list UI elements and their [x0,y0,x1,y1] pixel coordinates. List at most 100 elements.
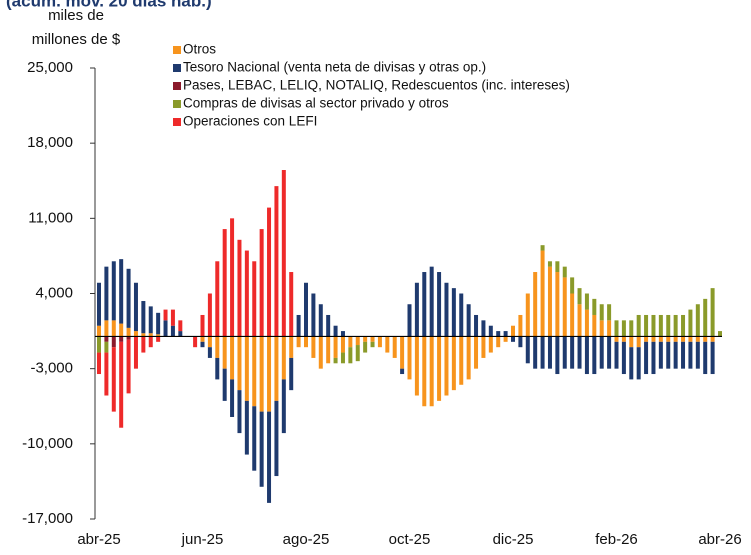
legend-label: Pases, LEBAC, LELIQ, NOTALIQ, Redescuent… [183,78,570,93]
bar-segment [289,336,294,358]
bar-segment [673,314,678,337]
bar-segment [488,336,493,353]
bar-segment [562,336,567,369]
bar-segment [148,336,153,348]
bar-segment [636,347,641,380]
bar-segment [244,336,249,401]
bar-segment [156,334,161,337]
bar-segment [673,336,678,342]
bar-segment [126,339,131,394]
bar-segment [459,293,464,337]
bar-segment [111,320,116,337]
chart-subtitle: (acum. móv. 20 días háb.) [6,0,212,10]
bar-segment [437,272,442,337]
bar-segment [666,336,671,342]
bar-segment [126,268,131,328]
x-tick-label: abr-25 [77,531,120,548]
bar-segment [695,336,700,342]
bar-segment [414,336,419,396]
bar-segment [614,320,619,337]
bar-segment [119,323,124,337]
bar-segment [281,170,286,337]
bar-segment [429,266,434,337]
bar-segment [97,336,101,353]
bar-segment [267,207,272,337]
bar-segment [163,309,168,321]
bar-segment [496,336,501,348]
bar-segment [274,336,279,401]
bar-segment [141,336,146,353]
bar-segment [318,336,323,369]
bar-segment [540,245,545,251]
bar-segment [584,309,589,337]
bar-segment [584,336,589,375]
bar-segment [281,336,286,380]
bar-segment [141,333,146,337]
bar-segment [244,400,249,455]
bar-segment [474,336,479,369]
legend-swatch [173,64,181,72]
bar-segment [281,379,286,434]
bar-segment [133,331,138,337]
bar-segment [481,336,486,358]
bar-segment [681,336,686,342]
bar-segment [533,336,538,369]
bar-segment [304,336,308,348]
bar-segment [193,336,198,348]
x-tick-label: feb-26 [595,531,638,548]
bar-segment [126,327,131,337]
bar-segment [392,336,397,358]
legend-swatch [173,82,181,90]
bar-segment [621,320,626,337]
bar-segment [119,336,124,342]
bar-segment [104,320,109,337]
bar-segment [304,282,308,337]
bar-segment [363,341,368,353]
bar-segment [215,261,220,337]
bar-segment [414,282,419,337]
bar-segment [695,341,700,369]
bar-segment [237,336,242,391]
x-tick-label: abr-26 [698,531,741,548]
bar-segment [104,336,109,342]
bar-segment [178,320,183,332]
bar-segment [703,341,708,375]
bar-segment [348,336,353,348]
bar-segment [555,261,560,273]
bar-segment [503,331,508,337]
bar-segment [215,357,220,380]
bar-segment [658,341,663,369]
bar-segment [104,266,109,321]
bar-segment [370,341,375,348]
y-tick-label: -10,000 [22,435,73,452]
bar-segment [658,314,663,337]
bar-segment [385,336,390,353]
bar-segment [111,336,116,348]
bar-segment [547,336,552,369]
bar-segment [570,336,575,369]
bar-segment [222,336,227,369]
bar-segment [333,357,338,364]
bar-segment [437,336,442,401]
bar-segment [688,341,693,369]
bar-segment [540,336,545,369]
bar-segment [259,411,264,487]
bar-segment [97,352,101,375]
bar-segment [525,293,530,337]
bar-segment [400,368,405,375]
y-tick-label: -17,000 [22,510,73,527]
bar-segment [599,320,604,337]
bar-segment [267,336,272,412]
bar-segment [296,314,301,337]
bar-segment [200,336,205,342]
bar-segment [222,368,227,401]
bar-segment [333,325,338,337]
bar-segment [230,336,235,380]
bar-segment [355,336,360,346]
bar-segment [718,331,722,337]
bar-segment [651,314,656,337]
legend-label: Operaciones con LEFI [183,114,317,129]
bar-segment [170,309,175,326]
bar-segment [296,336,301,348]
